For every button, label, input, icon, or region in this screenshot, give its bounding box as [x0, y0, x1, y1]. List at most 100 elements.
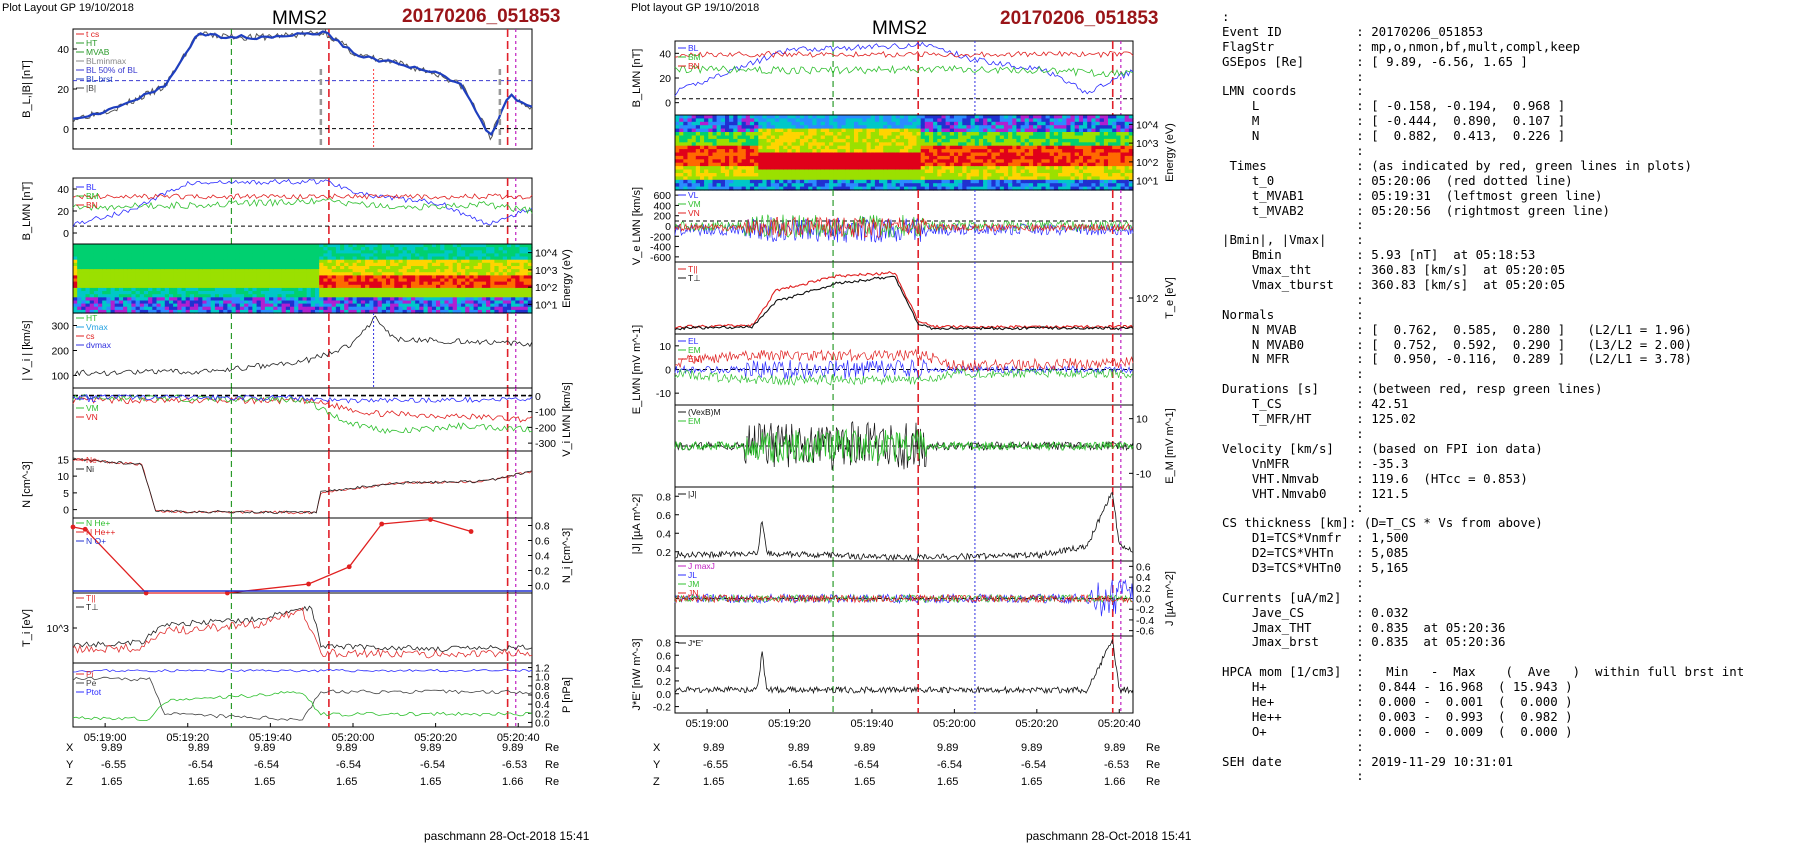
spectrogram-cell — [729, 125, 734, 129]
spectrogram-cell — [1046, 156, 1051, 160]
spectrogram-cell — [746, 139, 751, 143]
spectrogram-cell — [812, 156, 817, 160]
spectrogram-cell — [738, 163, 743, 167]
spectrogram-cell — [1037, 132, 1042, 136]
spectrogram-cell — [1037, 163, 1042, 167]
spectrogram-cell — [975, 156, 980, 160]
spectrogram-cell — [683, 139, 688, 143]
spectrogram-cell — [754, 170, 759, 174]
spectrogram-cell — [779, 170, 784, 174]
spectrogram-cell — [733, 176, 738, 180]
spectrogram-cell — [742, 146, 747, 150]
spectrogram-cell — [962, 132, 967, 136]
spectrogram-cell — [1016, 163, 1021, 167]
spectrogram-cell — [725, 125, 730, 129]
spectrogram-cell — [750, 156, 755, 160]
spectrogram-cell — [696, 132, 701, 136]
spectrogram-cell — [733, 146, 738, 150]
spectrogram-cell — [1041, 170, 1046, 174]
spectrogram-cell — [1008, 170, 1013, 174]
spectrogram-cell — [767, 156, 772, 160]
spectrogram-cell — [1016, 183, 1021, 187]
spectrogram-cell — [783, 156, 788, 160]
spectrogram-cell — [850, 183, 855, 187]
spectrogram-cell — [821, 163, 826, 167]
spectrogram-cell — [971, 146, 976, 150]
spectrogram-cell — [991, 170, 996, 174]
spectrogram-cell — [746, 183, 751, 187]
spectrogram-cell — [971, 139, 976, 143]
spectrogram-cell — [991, 163, 996, 167]
spectrogram-cell — [1079, 170, 1084, 174]
spectrogram-cell — [717, 125, 722, 129]
spectrogram-cell — [862, 146, 867, 150]
spectrogram-cell — [1021, 156, 1026, 160]
spectrogram-cell — [1066, 125, 1071, 129]
spectrogram-cell — [971, 125, 976, 129]
spectrogram-cell — [1008, 125, 1013, 129]
spectrogram-cell — [742, 170, 747, 174]
spectrogram-cell — [721, 146, 726, 150]
spectrogram-cell — [754, 125, 759, 129]
spectrogram-cell — [917, 176, 922, 180]
spectrogram-cell — [787, 183, 792, 187]
spectrogram-cell — [754, 146, 759, 150]
spectrogram-cell — [1054, 183, 1059, 187]
spectrogram-cell — [946, 176, 951, 180]
spectrogram-cell — [833, 132, 838, 136]
spectrogram-cell — [1041, 139, 1046, 143]
spectrogram-cell — [896, 139, 901, 143]
spectrogram-cell — [921, 176, 926, 180]
spectrogram-cell — [1012, 132, 1017, 136]
spectrogram-cell — [1000, 170, 1005, 174]
spectrogram-cell — [921, 183, 926, 187]
spectrogram-cell — [679, 156, 684, 160]
spectrogram-cell — [1029, 132, 1034, 136]
spectrogram-cell — [796, 170, 801, 174]
spectrogram-cell — [846, 156, 851, 160]
spectrogram-cell — [904, 170, 909, 174]
spectrogram-cell — [817, 125, 822, 129]
spectrogram-cell — [696, 139, 701, 143]
spectrogram-cell — [883, 170, 888, 174]
spectrogram-cell — [1050, 156, 1055, 160]
spectrogram-cell — [896, 125, 901, 129]
spectrogram-cell — [771, 125, 776, 129]
spectrogram-cell — [721, 132, 726, 136]
spectrogram-cell — [854, 139, 859, 143]
spectrogram-cell — [1054, 163, 1059, 167]
spectrogram-cell — [800, 132, 805, 136]
spectrogram-cell — [1071, 146, 1076, 150]
spectrogram-cell — [1087, 132, 1092, 136]
spectrogram-cell — [733, 125, 738, 129]
spectrogram-cell — [721, 125, 726, 129]
spectrogram-cell — [842, 156, 847, 160]
spectrogram-cell — [1058, 139, 1063, 143]
spectrogram-cell — [912, 176, 917, 180]
spectrogram-cell — [929, 125, 934, 129]
spectrogram-cell — [762, 156, 767, 160]
spectrogram-cell — [1029, 139, 1034, 143]
spectrogram-cell — [1071, 125, 1076, 129]
spectrogram-cell — [692, 176, 697, 180]
spectrogram-cell — [925, 139, 930, 143]
spectrogram-cell — [767, 146, 772, 150]
spectrogram-cell — [708, 139, 713, 143]
spectrogram-cell — [862, 132, 867, 136]
spectrogram-cell — [858, 139, 863, 143]
spectrogram-cell — [862, 176, 867, 180]
spectrogram-cell — [1079, 176, 1084, 180]
spectrogram-cell — [954, 176, 959, 180]
spectrogram-cell — [1075, 183, 1080, 187]
spectrogram-cell — [883, 176, 888, 180]
spectrogram-cell — [733, 139, 738, 143]
spectrogram-cell — [937, 163, 942, 167]
spectrogram-cell — [733, 183, 738, 187]
spectrogram-cell — [692, 132, 697, 136]
spectrogram-cell — [1100, 170, 1105, 174]
spectrogram-cell — [800, 156, 805, 160]
spectrogram-cell — [837, 156, 842, 160]
spectrogram-cell — [875, 139, 880, 143]
spectrogram-cell — [679, 132, 684, 136]
spectrogram-cell — [846, 139, 851, 143]
